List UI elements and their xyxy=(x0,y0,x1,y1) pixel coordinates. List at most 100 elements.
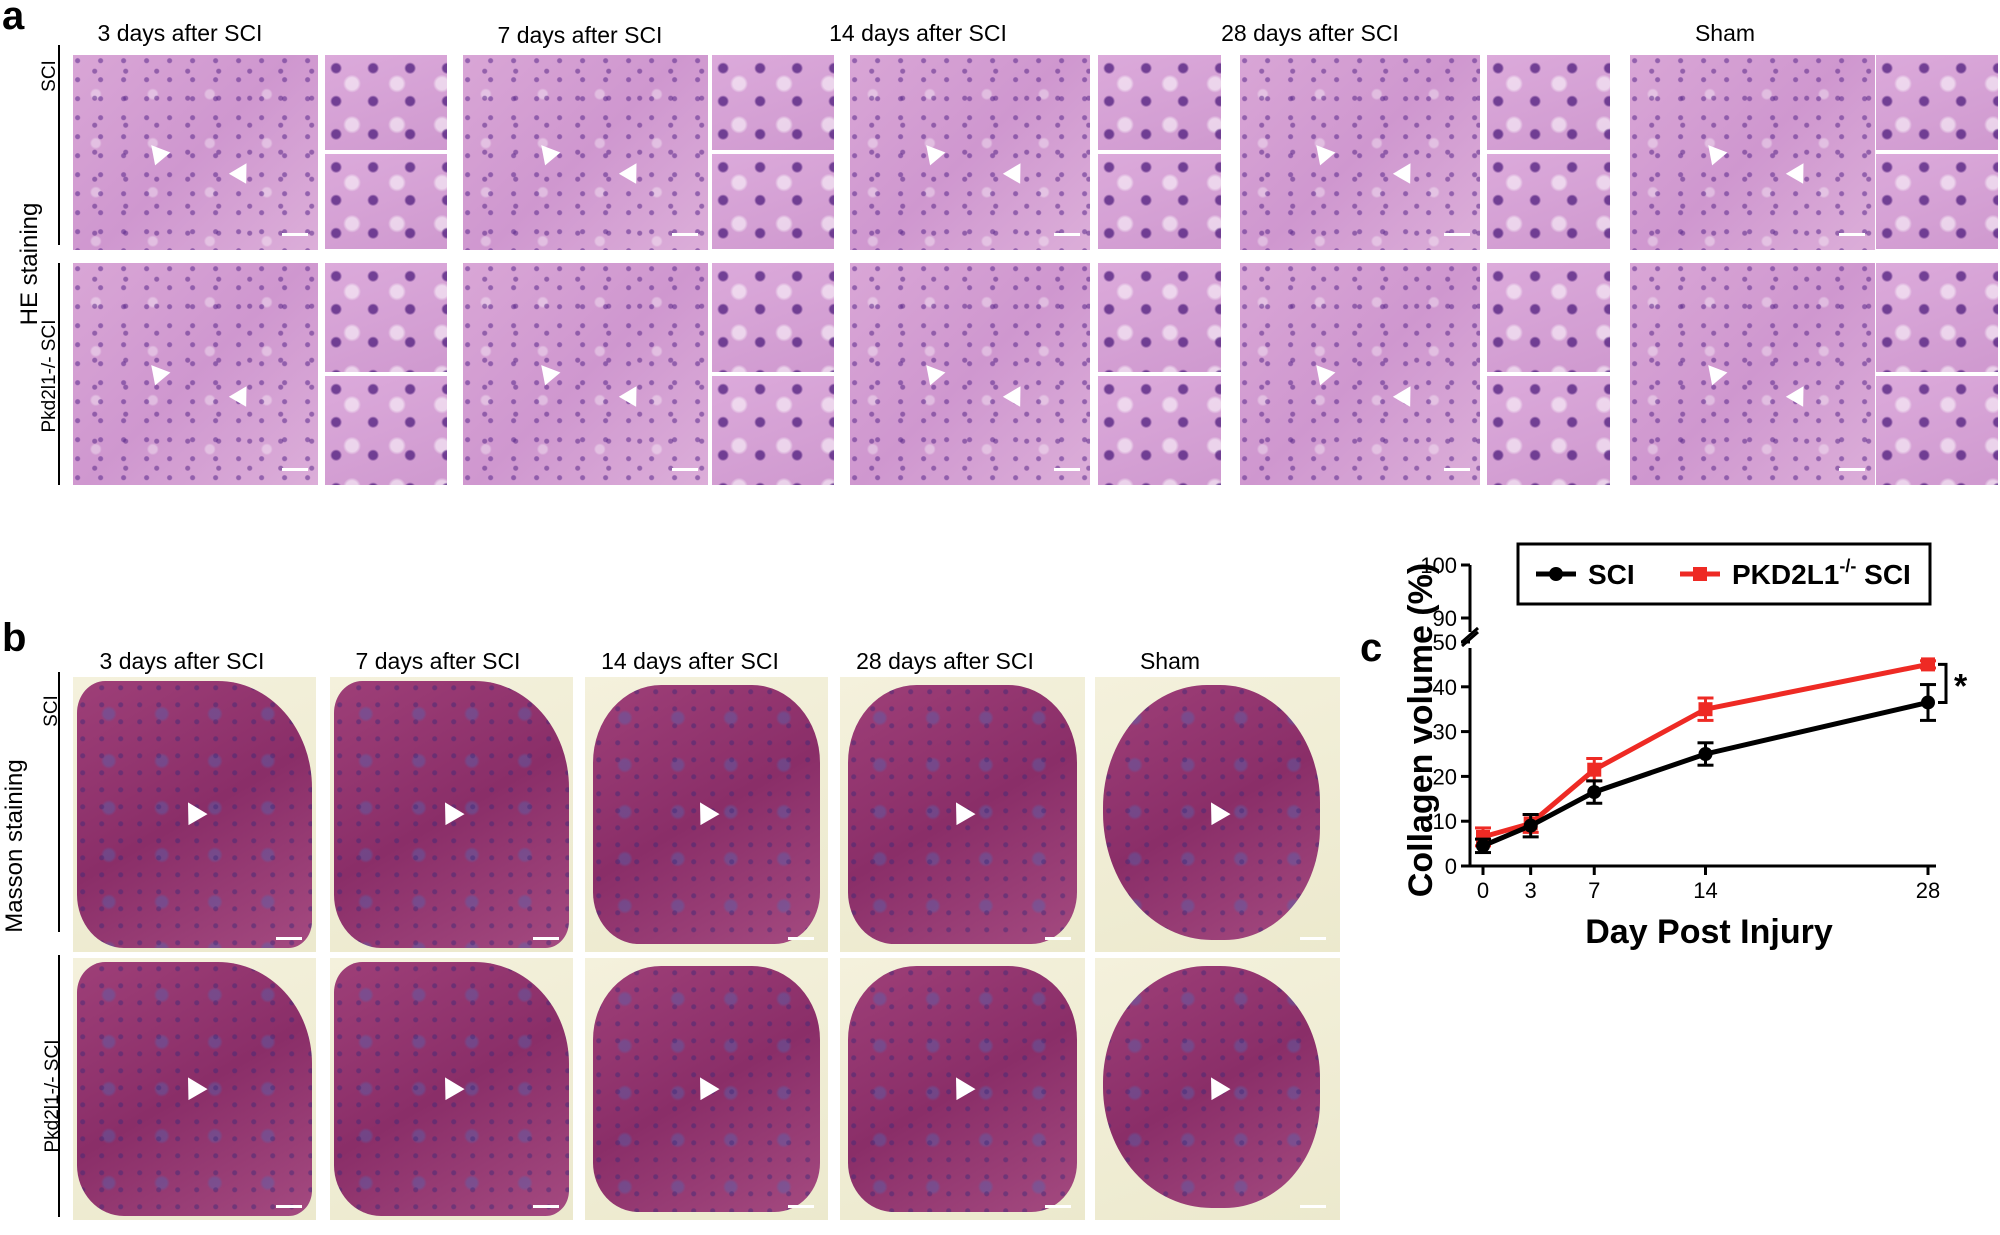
scale-bar xyxy=(1444,468,1470,471)
he-inset-sci-sham-2 xyxy=(1876,154,1998,249)
panel-a-row-label-sci: SCI xyxy=(39,60,60,92)
data-point-sci xyxy=(1587,785,1602,800)
y-tick-label: 30 xyxy=(1433,720,1457,745)
scale-bar xyxy=(788,1205,814,1208)
tissue-section xyxy=(848,685,1077,944)
he-inset-sci-7d-2 xyxy=(712,154,834,249)
he-inset-sci-14d-1 xyxy=(1098,55,1221,150)
panel-b-row-label-ko: Pkd2l1-/- SCI xyxy=(42,1039,63,1153)
tissue-section xyxy=(334,681,569,948)
masson-image-ko-14d xyxy=(585,958,828,1220)
legend-box xyxy=(1516,542,1932,606)
he-inset-ko-28d-2 xyxy=(1487,376,1610,485)
scale-bar xyxy=(276,1205,302,1208)
arrow-icon xyxy=(918,358,946,386)
tissue-section xyxy=(1103,966,1320,1208)
arrow-icon xyxy=(229,158,256,185)
he-inset-ko-14d-1 xyxy=(1098,263,1221,372)
tissue-section xyxy=(77,681,312,948)
y-tick-label: 100 xyxy=(1420,553,1457,578)
he-inset-sci-3d-1 xyxy=(325,55,447,150)
arrow-icon xyxy=(1786,158,1813,185)
scale-bar xyxy=(282,233,308,236)
legend-marker-sci xyxy=(1549,567,1563,581)
tissue-section xyxy=(848,966,1077,1212)
data-point-pkd2l1 xyxy=(1921,657,1935,672)
masson-image-sci-28d xyxy=(840,677,1085,952)
panel-a-row-divider-1 xyxy=(58,45,60,245)
scale-bar xyxy=(672,233,698,236)
y-tick-label: 40 xyxy=(1433,675,1457,700)
legend-label-sci: SCI xyxy=(1588,559,1635,590)
arrow-icon xyxy=(229,381,256,407)
data-point-sci xyxy=(1476,838,1490,853)
tissue-section xyxy=(593,966,820,1212)
he-inset-sci-7d-1 xyxy=(712,55,834,150)
y-tick-label: 50 xyxy=(1433,630,1457,655)
data-point-sci xyxy=(1698,747,1713,761)
he-inset-ko-28d-1 xyxy=(1487,263,1610,372)
he-inset-sci-sham-1 xyxy=(1876,55,1998,150)
scale-bar xyxy=(672,468,698,471)
arrow-icon xyxy=(1392,381,1420,407)
y-tick-label: 0 xyxy=(1445,854,1457,879)
arrow-icon xyxy=(1700,138,1727,166)
he-inset-ko-sham-2 xyxy=(1876,376,1998,485)
y-axis-break-mark xyxy=(1461,626,1479,644)
panel-b-col-title-28d: 28 days after SCI xyxy=(856,648,1034,674)
panel-a-col-title-sham: Sham xyxy=(1694,20,1756,46)
y-tick-label: 10 xyxy=(1433,809,1457,834)
he-inset-ko-3d-2 xyxy=(325,376,447,485)
he-inset-ko-sham-1 xyxy=(1876,263,1998,372)
y-tick-label: 90 xyxy=(1433,606,1457,631)
legend-marker-pkd2l1 xyxy=(1693,567,1707,581)
arrow-icon xyxy=(1002,158,1030,185)
masson-image-ko-3d xyxy=(73,958,316,1220)
he-image-ko-14d xyxy=(850,263,1090,485)
panel-c-letter: c xyxy=(1360,626,1383,670)
scale-bar xyxy=(533,1205,559,1208)
panel-b-letter: b xyxy=(2,616,27,660)
masson-image-ko-28d xyxy=(840,958,1085,1220)
he-inset-ko-14d-2 xyxy=(1098,376,1221,485)
tissue-section xyxy=(593,685,820,944)
he-inset-ko-7d-1 xyxy=(712,263,834,372)
arrow-icon xyxy=(143,358,170,386)
panel-b-col-title-sham: Sham xyxy=(1139,648,1201,674)
panel-a-col-title-14d: 14 days after SCI xyxy=(829,20,1007,46)
panel-b-col-title-14d: 14 days after SCI xyxy=(601,648,779,674)
panel-a-row-label-ko: Pkd2l1-/- SCI xyxy=(39,319,60,433)
scale-bar xyxy=(788,937,814,940)
masson-image-sci-sham xyxy=(1095,677,1340,952)
masson-image-sci-3d xyxy=(73,677,316,952)
he-inset-sci-28d-2 xyxy=(1487,154,1610,249)
panel-b-stain-label: Masson staining xyxy=(1,759,28,933)
arrow-icon xyxy=(1392,158,1420,185)
he-inset-ko-7d-2 xyxy=(712,376,834,485)
tissue-section xyxy=(334,962,569,1216)
he-inset-sci-14d-2 xyxy=(1098,154,1221,249)
x-tick-label: 7 xyxy=(1588,878,1600,903)
he-image-sci-3d xyxy=(73,55,318,250)
scale-bar xyxy=(282,468,308,471)
arrow-icon xyxy=(533,358,560,386)
he-image-ko-28d xyxy=(1240,263,1480,485)
y-axis-label: Collagen volume (%) xyxy=(1402,563,1440,897)
arrow-icon xyxy=(1308,138,1336,166)
panel-a-row-divider-2 xyxy=(58,263,60,485)
y-tick-label: 20 xyxy=(1433,764,1457,789)
panel-a-col-title-7d: 7 days after SCI xyxy=(497,22,663,48)
legend-label-pkd2l1: PKD2L1-/- SCI xyxy=(1732,556,1911,590)
data-point-sci xyxy=(1523,818,1538,833)
scale-bar xyxy=(276,937,302,940)
masson-image-sci-14d xyxy=(585,677,828,952)
x-axis-label: Day Post Injury xyxy=(1585,913,1833,951)
masson-image-ko-sham xyxy=(1095,958,1340,1220)
panel-a-col-title-3d: 3 days after SCI xyxy=(97,20,263,46)
arrow-icon xyxy=(143,138,170,166)
series-line-sci xyxy=(1482,700,1929,849)
scale-bar xyxy=(1444,233,1470,236)
data-point-pkd2l1 xyxy=(1587,762,1602,777)
arrow-icon xyxy=(1308,358,1336,386)
